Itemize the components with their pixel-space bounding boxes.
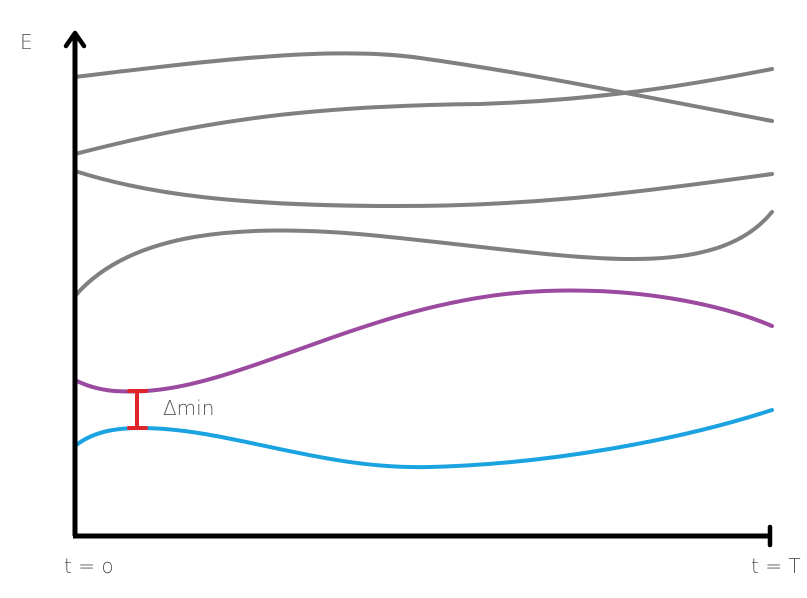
axes bbox=[63, 30, 773, 548]
energy-axis-label: E bbox=[20, 30, 33, 54]
energy-level-curve bbox=[73, 210, 774, 298]
time-start-label: t = o bbox=[64, 554, 114, 578]
minimum-gap-marker bbox=[127, 389, 148, 430]
energy-level-curve bbox=[73, 51, 774, 123]
time-end-label: t = T bbox=[751, 554, 801, 578]
first-excited-level-curve bbox=[73, 288, 774, 394]
energy-level-curve bbox=[73, 169, 774, 209]
minimum-gap-label: Δmin bbox=[163, 396, 215, 420]
energy-axis-arrowhead bbox=[63, 30, 87, 49]
energy-level-curve bbox=[73, 67, 774, 156]
